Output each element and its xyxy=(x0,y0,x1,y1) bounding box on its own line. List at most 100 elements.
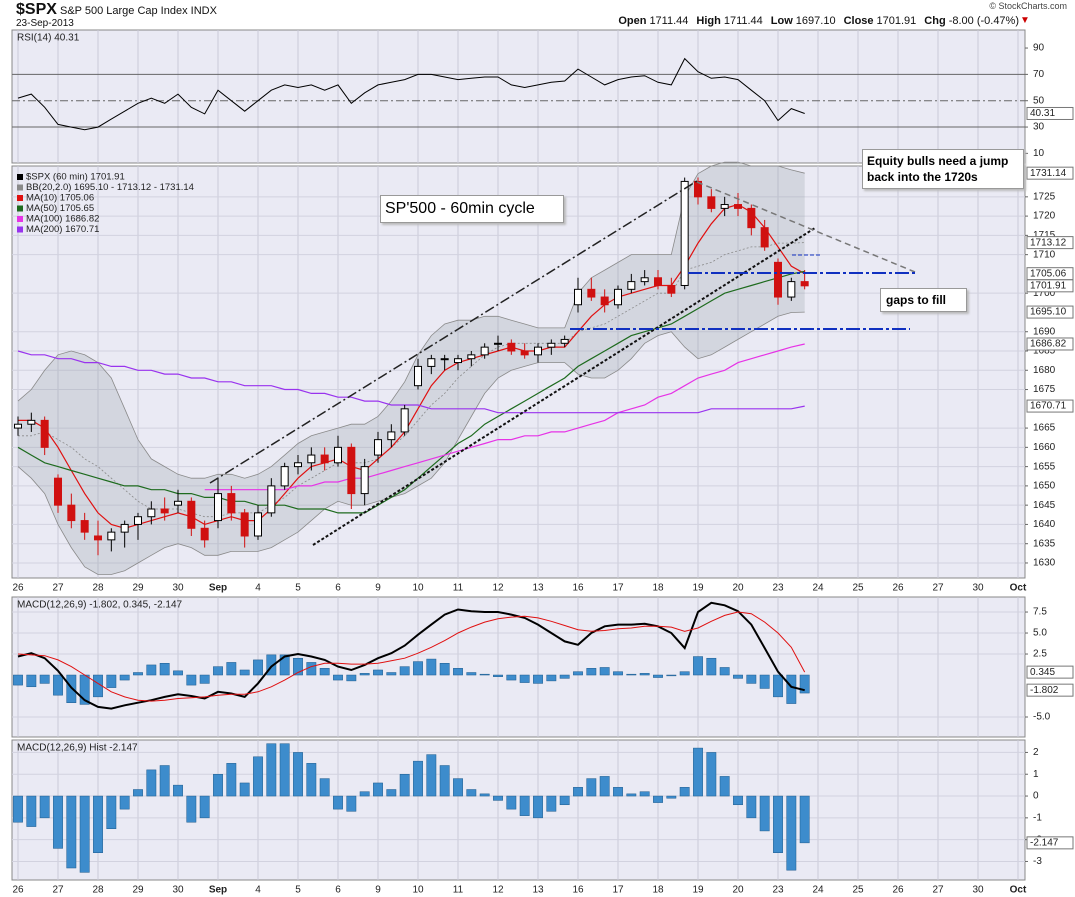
x-tick-label: 23 xyxy=(772,885,784,896)
histogram-bar xyxy=(693,656,703,676)
x-tick-label: 24 xyxy=(812,885,824,896)
x-tick-label: 28 xyxy=(92,885,104,896)
x-tick-label: 11 xyxy=(453,885,464,896)
histogram-bar xyxy=(453,778,463,797)
histogram-bar xyxy=(773,674,783,698)
histogram-bar xyxy=(439,765,450,797)
y-tick-label: 10 xyxy=(1033,148,1045,159)
histogram-bar xyxy=(573,671,583,676)
candle-body xyxy=(27,419,36,425)
value-tag xyxy=(1026,683,1074,697)
candle-body xyxy=(134,516,142,525)
histogram-bar xyxy=(253,659,263,676)
histogram-bar xyxy=(786,795,797,871)
histogram-bar xyxy=(626,793,637,797)
histogram-bar xyxy=(426,754,437,797)
candle-body xyxy=(560,338,569,344)
x-tick-label: 6 xyxy=(335,885,341,896)
candle-body xyxy=(80,520,89,533)
histogram-bar xyxy=(546,674,557,682)
histogram-bar xyxy=(186,795,197,823)
histogram-bar xyxy=(146,769,157,797)
candle-body xyxy=(374,439,382,456)
value-tag-label: 1686.82 xyxy=(1030,339,1067,350)
histogram-bar xyxy=(66,795,77,869)
x-tick-label: Oct xyxy=(1010,583,1027,594)
histogram-bar xyxy=(746,674,757,684)
legend-swatch xyxy=(17,195,23,201)
legend-entry: MA(100) 1686.82 xyxy=(26,214,99,225)
x-tick-label: Sep xyxy=(209,583,227,594)
histogram-bar xyxy=(359,791,370,797)
candle-body xyxy=(454,358,462,364)
y-tick-label: 1690 xyxy=(1033,326,1056,337)
candle-body xyxy=(800,281,809,287)
candle-body xyxy=(320,454,329,464)
histogram-bar xyxy=(519,674,530,683)
histogram-bar xyxy=(133,672,143,676)
histogram-bar xyxy=(706,657,717,676)
histogram-bar xyxy=(359,673,370,676)
legend-entry: MA(200) 1670.71 xyxy=(26,224,99,235)
histogram-bar xyxy=(466,789,477,797)
histogram-bar xyxy=(586,778,597,797)
x-tick-label: 13 xyxy=(532,583,544,594)
y-tick-label: 7.5 xyxy=(1033,607,1047,618)
y-tick-label: -3 xyxy=(1033,856,1042,867)
candle-body xyxy=(107,531,116,541)
histogram-bar xyxy=(119,795,130,810)
y-tick-label: 1700 xyxy=(1033,288,1056,299)
histogram-bar xyxy=(799,795,810,844)
date: 23-Sep-2013 xyxy=(16,18,74,29)
x-tick-label: 18 xyxy=(652,885,664,896)
candle-body xyxy=(534,346,542,356)
histogram-bar xyxy=(453,668,463,676)
exchange: INDX xyxy=(190,5,217,17)
histogram-bar xyxy=(253,756,263,797)
candle-body xyxy=(360,466,369,495)
quote-label: High xyxy=(696,15,721,27)
candle-body xyxy=(214,493,222,522)
candle-body xyxy=(494,342,502,345)
histogram-bar xyxy=(706,752,717,797)
candle-body xyxy=(54,477,62,506)
x-tick-label: 5 xyxy=(295,885,301,896)
histogram-bar xyxy=(733,795,743,806)
y-tick-label: 50 xyxy=(1033,95,1045,106)
candle-body xyxy=(174,500,182,506)
histogram-bar xyxy=(279,743,290,797)
histogram-bar xyxy=(693,747,703,797)
histogram-bar xyxy=(573,787,583,797)
y-tick-label: 1630 xyxy=(1033,558,1056,569)
down-arrow: ▼ xyxy=(1020,15,1030,26)
histogram-bar xyxy=(386,789,397,797)
panel-title: MACD(12,26,9) -1.802, 0.345, -2.147 xyxy=(17,600,183,611)
histogram-bar xyxy=(306,662,317,676)
histogram-bar xyxy=(386,672,397,676)
candle-body xyxy=(347,446,356,495)
y-tick-label: 1685 xyxy=(1033,346,1056,357)
value-tag-label: 1713.12 xyxy=(1030,237,1067,248)
x-tick-label: 27 xyxy=(52,583,64,594)
histogram-bar xyxy=(373,669,383,676)
x-tick-label: 17 xyxy=(612,583,624,594)
x-tick-label: 5 xyxy=(295,583,301,594)
panel-title: MACD(12,26,9) Hist -2.147 xyxy=(17,743,138,754)
candle-body xyxy=(294,462,302,468)
candle-body xyxy=(267,485,276,514)
legend-swatch xyxy=(17,205,23,212)
histogram-bar xyxy=(373,782,383,797)
annotation: SP'500 - 60min cycle xyxy=(380,195,564,223)
histogram-bar xyxy=(786,674,797,704)
quote-label: Chg xyxy=(924,15,946,27)
legend-entry: MA(50) 1705.65 xyxy=(26,203,94,214)
x-tick-label: 27 xyxy=(932,583,944,594)
histogram-bar xyxy=(106,795,117,830)
legend-swatch xyxy=(17,174,23,180)
histogram-bar xyxy=(226,662,237,676)
symbol: $SPX xyxy=(16,1,57,18)
histogram-bar xyxy=(319,668,330,676)
y-tick-label: 70 xyxy=(1033,69,1045,80)
candle-body xyxy=(667,284,676,294)
